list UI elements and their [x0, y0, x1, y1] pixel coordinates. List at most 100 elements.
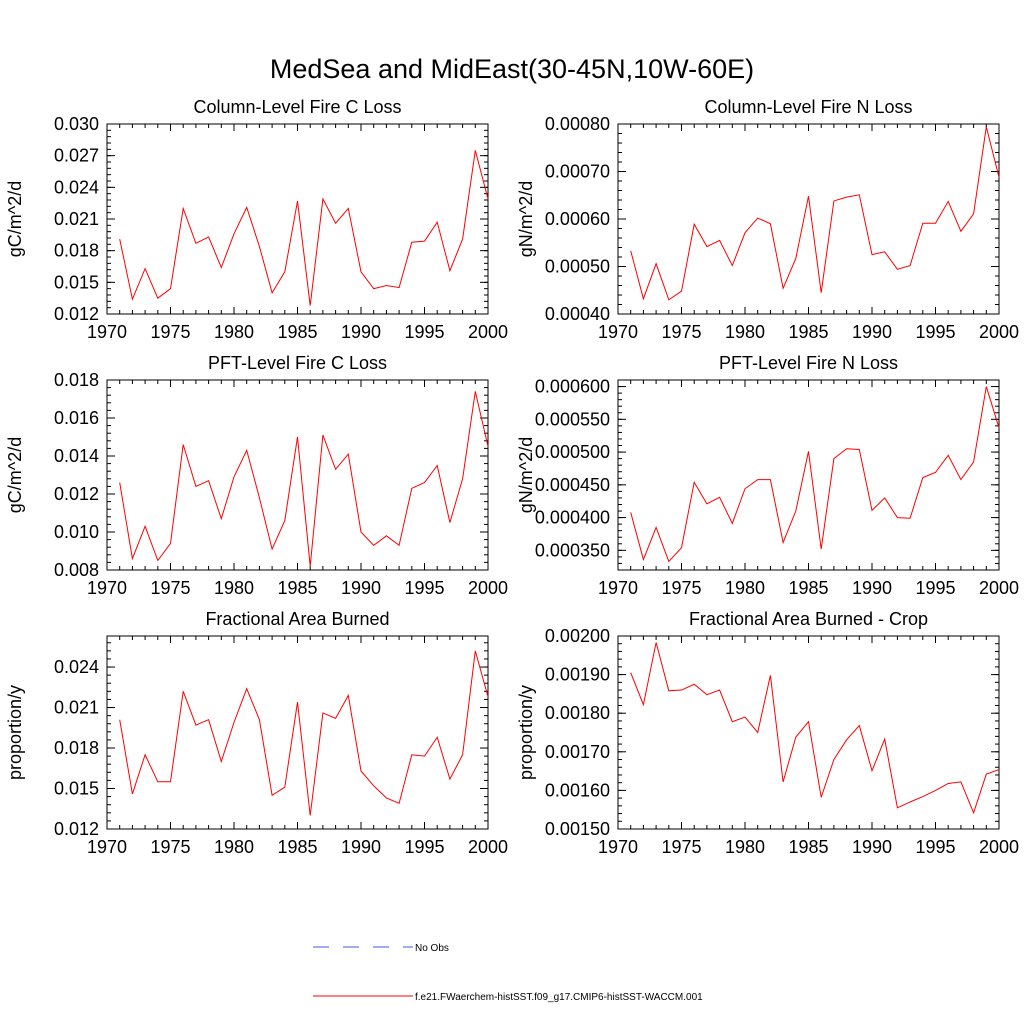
y-tick-label: 0.012	[54, 304, 99, 324]
x-tick-label: 1990	[852, 322, 892, 342]
plot-frame	[617, 379, 1000, 571]
panel-title: Column-Level Fire C Loss	[193, 97, 401, 117]
legend: No Obs f.e21.FWaerchem-histSST.f09_g17.C…	[313, 943, 703, 1003]
series-line-1	[119, 150, 489, 306]
series-line-1	[630, 386, 1000, 563]
panels: Column-Level Fire C Loss gC/m^2/d 1970 1975…	[5, 97, 1019, 857]
y-tick-label: 0.00070	[545, 162, 610, 182]
plot-frame	[106, 123, 489, 315]
x-tick-label: 2000	[468, 837, 508, 857]
x-tick-label: 1995	[915, 578, 955, 598]
x-tick-label: 1975	[150, 322, 190, 342]
series-line-1	[119, 391, 489, 567]
plot-frame	[106, 635, 489, 830]
y-tick-label: 0.00050	[545, 257, 610, 277]
y-axis-label: gC/m^2/d	[5, 181, 25, 257]
x-tick-label: 1990	[852, 837, 892, 857]
y-tick-label: 0.024	[54, 177, 99, 197]
x-tick-label: 1985	[788, 322, 828, 342]
panel-title: Column-Level Fire N Loss	[704, 97, 912, 117]
panel-title: Fractional Area Burned	[205, 609, 389, 629]
y-tick-label: 0.012	[54, 484, 99, 504]
x-tick-label: 1970	[87, 837, 127, 857]
legend-label-model: f.e21.FWaerchem-histSST.f09_g17.CMIP6-hi…	[415, 992, 703, 1003]
y-tick-label: 0.016	[54, 408, 99, 428]
x-tick-label: 1980	[725, 578, 765, 598]
panel-title: PFT-Level Fire N Loss	[719, 353, 898, 373]
y-tick-label: 0.000500	[535, 442, 610, 462]
series-line-1	[630, 126, 1000, 301]
legend-label-no-obs: No Obs	[415, 943, 449, 954]
y-tick-label: 0.014	[54, 446, 99, 466]
y-tick-label: 0.018	[54, 370, 99, 390]
y-tick-label: 0.00170	[545, 742, 610, 762]
y-tick-label: 0.00040	[545, 304, 610, 324]
y-tick-label: 0.000350	[535, 540, 610, 560]
plot-frame	[106, 379, 489, 571]
y-tick-label: 0.021	[54, 698, 99, 718]
x-tick-label: 1970	[598, 837, 638, 857]
figure-title: MedSea and MidEast(30-45N,10W-60E)	[270, 54, 754, 84]
x-tick-label: 1990	[852, 578, 892, 598]
x-tick-label: 1985	[788, 837, 828, 857]
x-tick-label: 1970	[87, 322, 127, 342]
x-tick-label: 1985	[788, 578, 828, 598]
y-tick-label: 0.030	[54, 114, 99, 134]
x-tick-label: 1995	[404, 837, 444, 857]
panel-2: Column-Level Fire N Loss gN/m^2/d 1970 1975…	[516, 97, 1019, 342]
panel-title: Fractional Area Burned - Crop	[689, 609, 928, 629]
y-tick-label: 0.015	[54, 779, 99, 799]
x-tick-label: 1970	[87, 578, 127, 598]
x-tick-label: 1985	[277, 837, 317, 857]
panel-3: PFT-Level Fire C Loss gC/m^2/d 1970 1975 198…	[5, 353, 508, 598]
y-tick-label: 0.018	[54, 241, 99, 261]
x-tick-label: 1995	[404, 578, 444, 598]
x-tick-label: 1975	[661, 322, 701, 342]
y-tick-label: 0.015	[54, 272, 99, 292]
x-tick-label: 1990	[341, 578, 381, 598]
y-tick-label: 0.00150	[545, 819, 610, 839]
x-tick-label: 1980	[214, 578, 254, 598]
y-tick-label: 0.008	[54, 560, 99, 580]
panel-4: PFT-Level Fire N Loss gN/m^2/d 1970 1975 198…	[516, 353, 1019, 598]
x-tick-label: 1980	[214, 837, 254, 857]
y-tick-label: 0.024	[54, 657, 99, 677]
x-tick-label: 2000	[979, 837, 1019, 857]
x-tick-label: 1995	[404, 322, 444, 342]
plot-frame	[617, 635, 1000, 830]
panel-1: Column-Level Fire C Loss gC/m^2/d 1970 1975…	[5, 97, 508, 342]
y-tick-label: 0.012	[54, 819, 99, 839]
y-tick-label: 0.027	[54, 146, 99, 166]
y-tick-label: 0.010	[54, 522, 99, 542]
x-tick-label: 1985	[277, 322, 317, 342]
x-tick-label: 1990	[341, 322, 381, 342]
y-tick-label: 0.018	[54, 738, 99, 758]
y-tick-label: 0.000600	[535, 377, 610, 397]
x-tick-label: 2000	[468, 578, 508, 598]
series-line-1	[630, 642, 1000, 815]
x-tick-label: 1970	[598, 578, 638, 598]
x-tick-label: 2000	[979, 578, 1019, 598]
plot-frame	[617, 123, 1000, 315]
x-tick-label: 1975	[150, 837, 190, 857]
y-tick-label: 0.021	[54, 209, 99, 229]
y-tick-label: 0.00200	[545, 626, 610, 646]
x-tick-label: 1975	[150, 578, 190, 598]
x-tick-label: 1985	[277, 578, 317, 598]
panel-5: Fractional Area Burned proportion/y 1970 19…	[5, 609, 508, 857]
y-tick-label: 0.00180	[545, 703, 610, 723]
y-tick-label: 0.00080	[545, 114, 610, 134]
y-tick-label: 0.000450	[535, 475, 610, 495]
y-axis-label: gN/m^2/d	[516, 437, 536, 513]
y-tick-label: 0.000550	[535, 409, 610, 429]
x-tick-label: 1990	[341, 837, 381, 857]
y-axis-label: proportion/y	[516, 685, 536, 780]
x-tick-label: 2000	[468, 322, 508, 342]
x-tick-label: 1975	[661, 837, 701, 857]
x-tick-label: 1995	[915, 837, 955, 857]
panel-6: Fractional Area Burned - Crop proportion/…	[516, 609, 1019, 857]
x-tick-label: 1980	[214, 322, 254, 342]
y-tick-label: 0.00160	[545, 780, 610, 800]
y-tick-label: 0.00190	[545, 665, 610, 685]
panel-title: PFT-Level Fire C Loss	[208, 353, 387, 373]
